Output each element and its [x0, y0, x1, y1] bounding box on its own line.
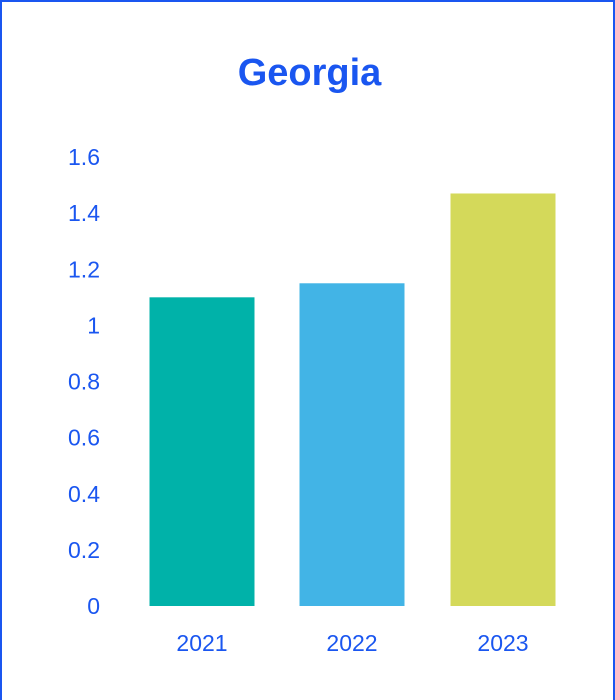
x-tick-label: 2022 — [326, 630, 377, 656]
y-tick-label: 0.4 — [68, 481, 100, 507]
x-tick-label: 2023 — [477, 630, 528, 656]
y-tick-label: 1.6 — [68, 144, 100, 170]
x-tick-label: 2021 — [176, 630, 227, 656]
bar-2022 — [299, 283, 405, 606]
y-tick-label: 1.4 — [68, 200, 100, 226]
bar-2021 — [149, 297, 255, 606]
chart-title: Georgia — [237, 52, 382, 94]
y-tick-label: 0.8 — [68, 369, 100, 395]
y-tick-label: 0.6 — [68, 425, 100, 451]
y-tick-label: 1.2 — [68, 256, 100, 282]
bars — [149, 193, 556, 606]
y-tick-label: 0 — [87, 593, 100, 619]
y-axis: 0 0.2 0.4 0.6 0.8 1 1.2 1.4 1.6 — [68, 144, 100, 619]
x-axis: 2021 2022 2023 — [176, 630, 528, 656]
bar-2023 — [450, 193, 556, 606]
y-tick-label: 1 — [87, 312, 100, 338]
y-tick-label: 0.2 — [68, 537, 100, 563]
